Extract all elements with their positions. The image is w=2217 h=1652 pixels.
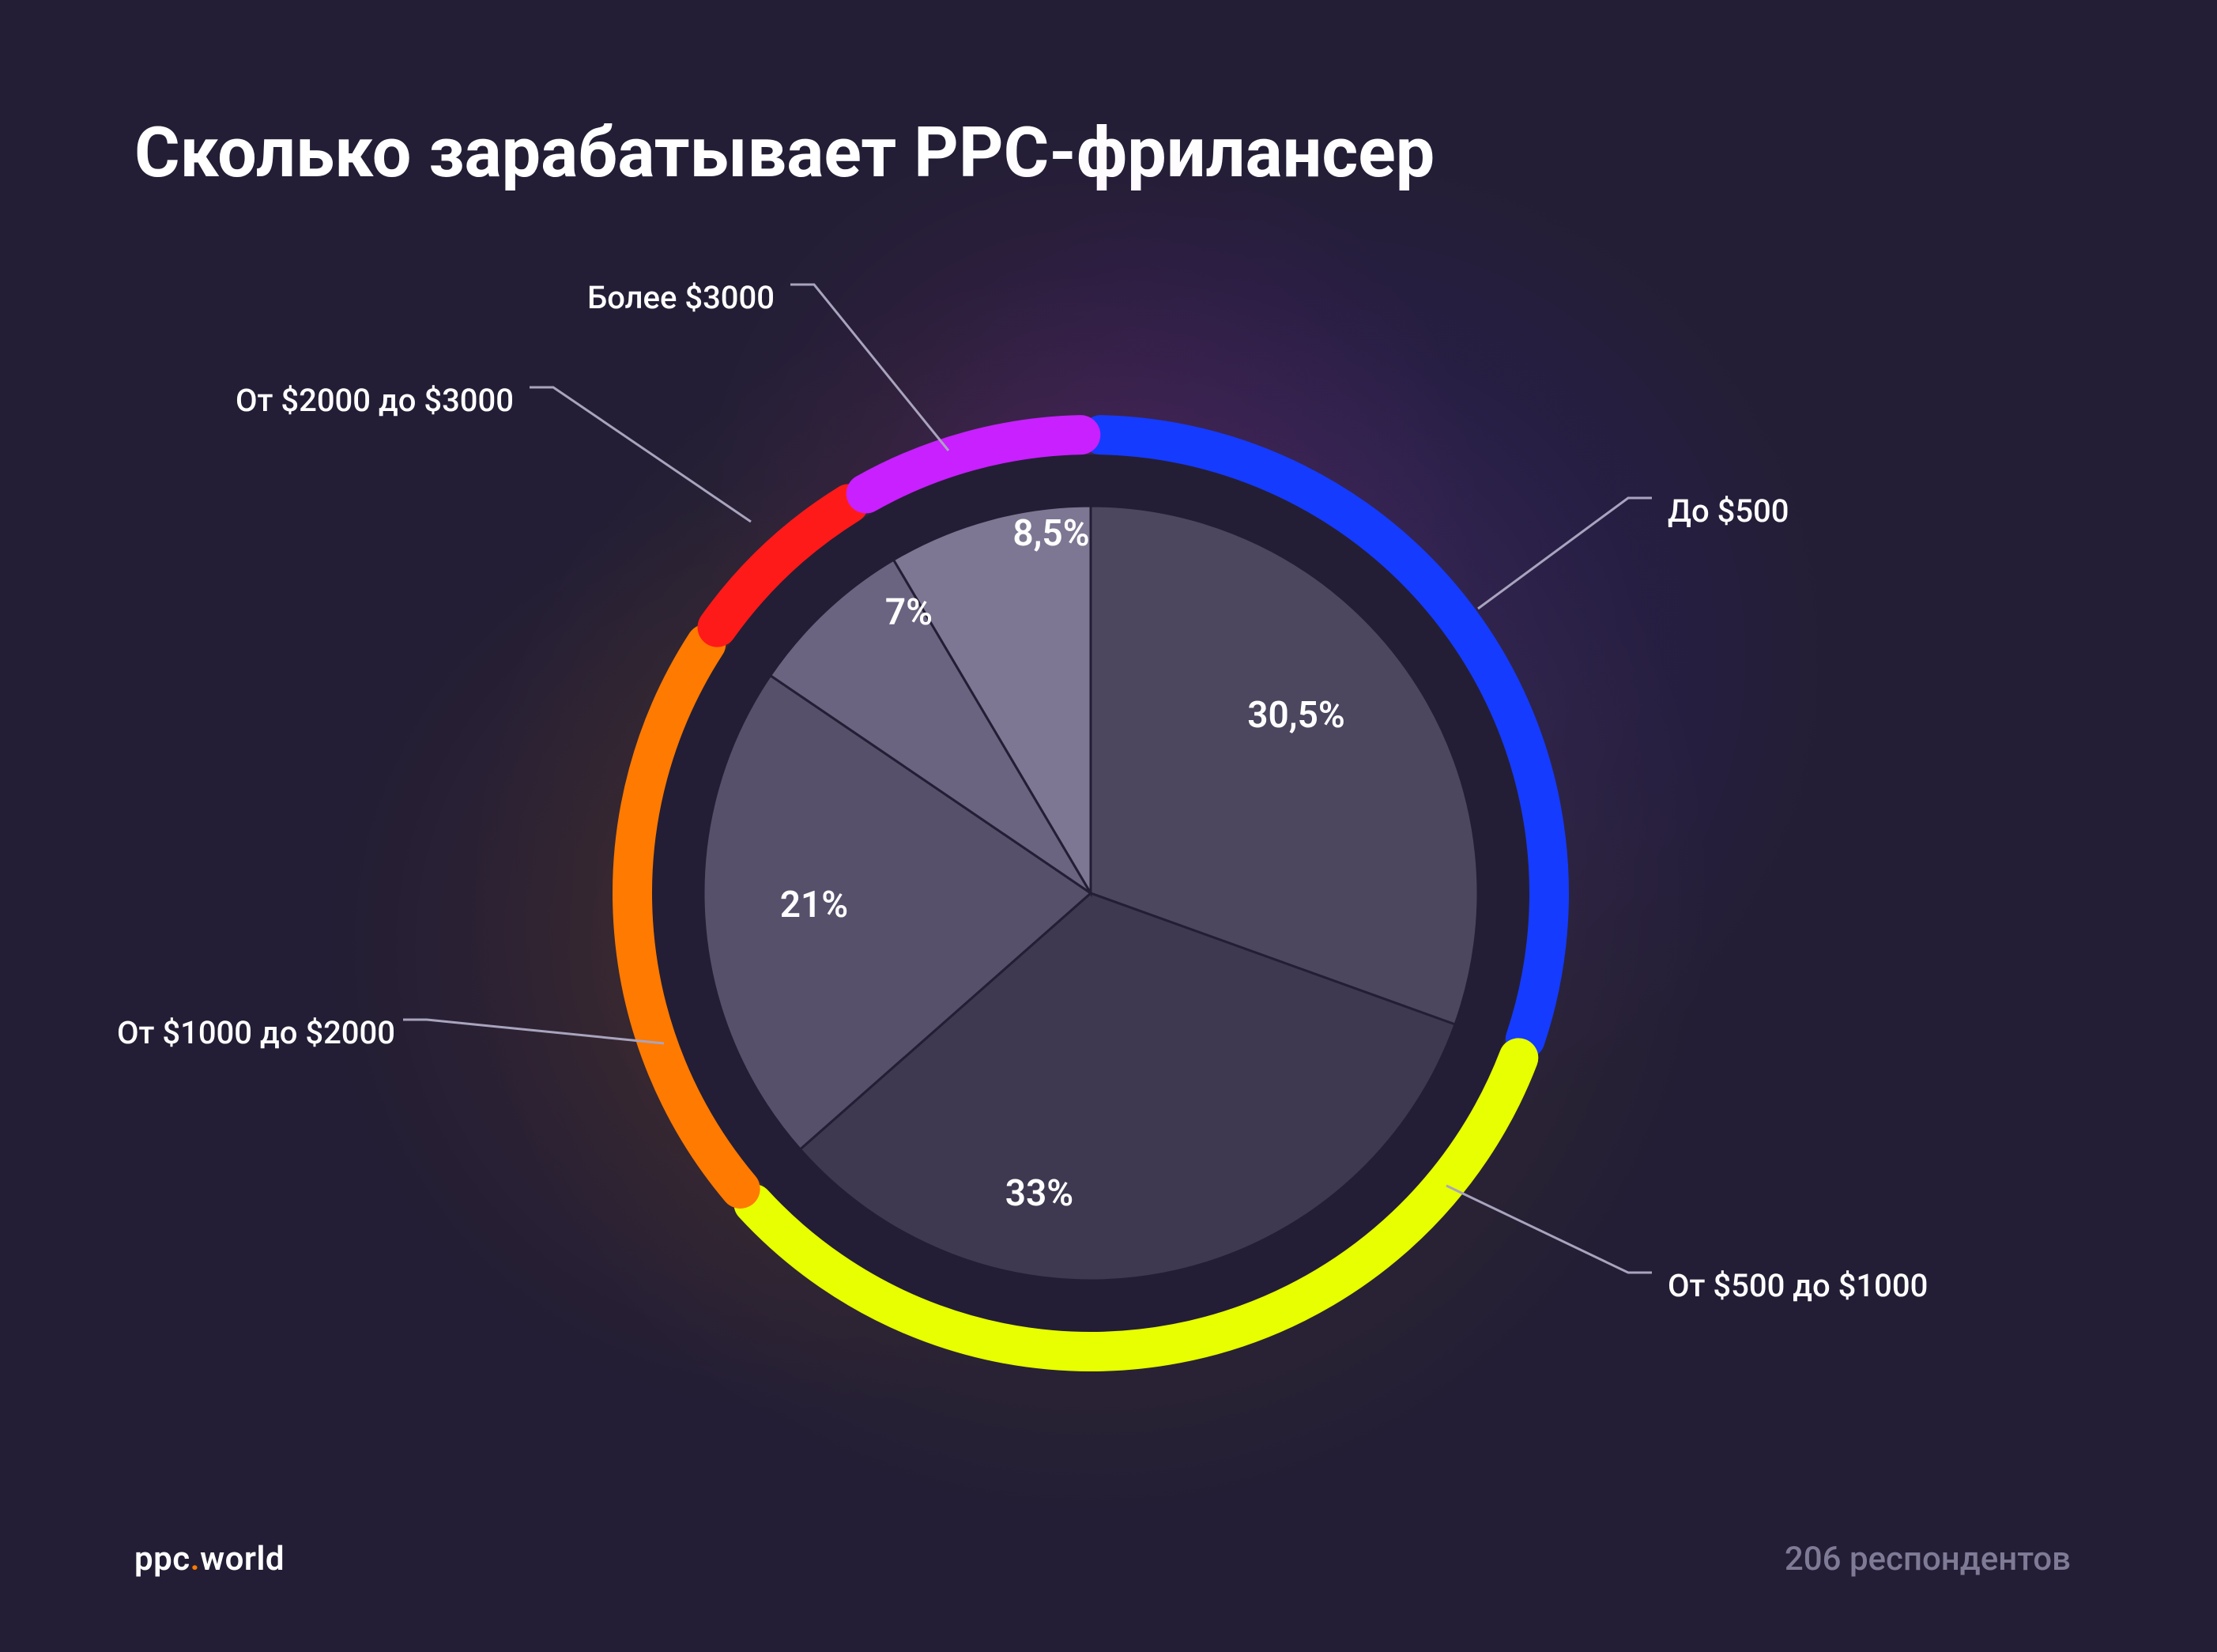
leader-line: [530, 387, 751, 522]
segment-percent: 33%: [1005, 1172, 1074, 1215]
segment-label: От $2000 до $3000: [236, 382, 514, 419]
leader-line: [403, 1020, 664, 1043]
segment-percent: 8,5%: [1012, 512, 1089, 555]
segment-label: От $500 до $1000: [1668, 1267, 1928, 1304]
segment-percent: 7%: [885, 591, 933, 634]
earnings-chart: До $500 30,5% От $500 до $1000 33% От $1000 …: [0, 0, 2217, 1652]
leader-line: [1478, 498, 1652, 609]
segment-percent: 21%: [780, 884, 849, 926]
segment-label: От $1000 до $2000: [117, 1014, 395, 1051]
leader-line: [1446, 1186, 1652, 1273]
leader-line: [790, 285, 948, 451]
segment-label: До $500: [1668, 492, 1789, 530]
segment-percent: 30,5%: [1247, 694, 1345, 737]
segment-label: Более $3000: [587, 279, 775, 316]
